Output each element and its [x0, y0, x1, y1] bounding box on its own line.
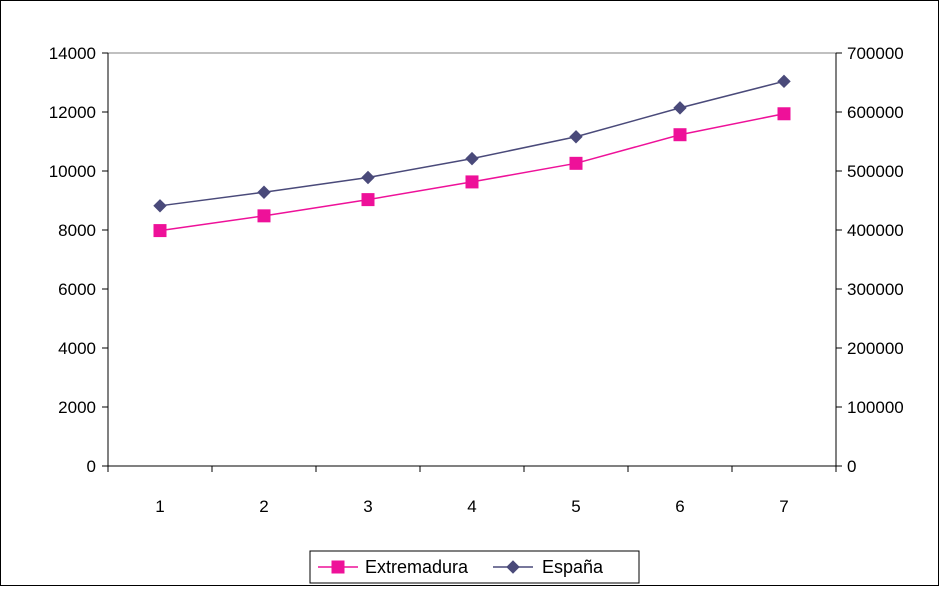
data-point — [361, 193, 375, 207]
legend-item-extremadura: Extremadura — [318, 557, 469, 577]
data-point — [153, 224, 167, 238]
x-axis-ticks: 1 2 3 4 5 6 7 — [107, 466, 837, 516]
data-point — [569, 156, 583, 170]
left-tick-label: 12000 — [49, 103, 96, 122]
series-extremadura — [153, 107, 791, 238]
data-point — [257, 209, 271, 223]
left-tick-label: 4000 — [58, 339, 96, 358]
plot-area — [107, 52, 837, 467]
right-tick-label: 300000 — [847, 280, 904, 299]
chart-axes — [107, 52, 837, 467]
right-tick-label: 600000 — [847, 103, 904, 122]
x-tick-label: 4 — [467, 497, 476, 516]
data-point — [465, 175, 479, 189]
data-point — [361, 170, 375, 185]
data-point — [257, 185, 271, 199]
legend-item-españa: España — [493, 557, 604, 577]
x-tick-label: 7 — [779, 497, 788, 516]
legend-label: España — [542, 557, 604, 577]
series-line — [159, 113, 785, 232]
left-tick-label: 10000 — [49, 162, 96, 181]
legend-box — [309, 550, 640, 584]
right-tick-label: 700000 — [847, 44, 904, 63]
x-tick-label: 3 — [363, 497, 372, 516]
right-tick-label: 100000 — [847, 398, 904, 417]
right-tick-label: 200000 — [847, 339, 904, 358]
legend-marker — [331, 560, 345, 574]
series-españa — [153, 74, 791, 213]
left-tick-label: 6000 — [58, 280, 96, 299]
left-tick-label: 14000 — [49, 44, 96, 63]
left-axis-ticks: 0 2000 4000 6000 8000 10000 12000 14000 — [49, 44, 108, 476]
data-point — [153, 199, 167, 213]
right-axis-ticks: 0 100000 200000 300000 400000 500000 600000 700… — [836, 44, 904, 476]
legend-marker — [506, 560, 520, 574]
right-tick-label: 500000 — [847, 162, 904, 181]
left-tick-label: 2000 — [58, 398, 96, 417]
x-tick-label: 1 — [155, 497, 164, 516]
legend-label: Extremadura — [365, 557, 469, 577]
data-point — [673, 101, 687, 115]
right-tick-label: 400000 — [847, 221, 904, 240]
data-point — [673, 128, 687, 142]
legend: Extremadura España — [309, 550, 640, 584]
series-layer — [153, 74, 791, 238]
right-tick-label: 0 — [847, 457, 856, 476]
data-point — [465, 151, 479, 166]
x-tick-label: 2 — [259, 497, 268, 516]
left-tick-label: 0 — [87, 457, 96, 476]
x-tick-label: 6 — [675, 497, 684, 516]
left-tick-label: 8000 — [58, 221, 96, 240]
data-point — [777, 74, 791, 89]
data-point — [569, 130, 583, 144]
x-tick-label: 5 — [571, 497, 580, 516]
data-point — [777, 107, 791, 121]
